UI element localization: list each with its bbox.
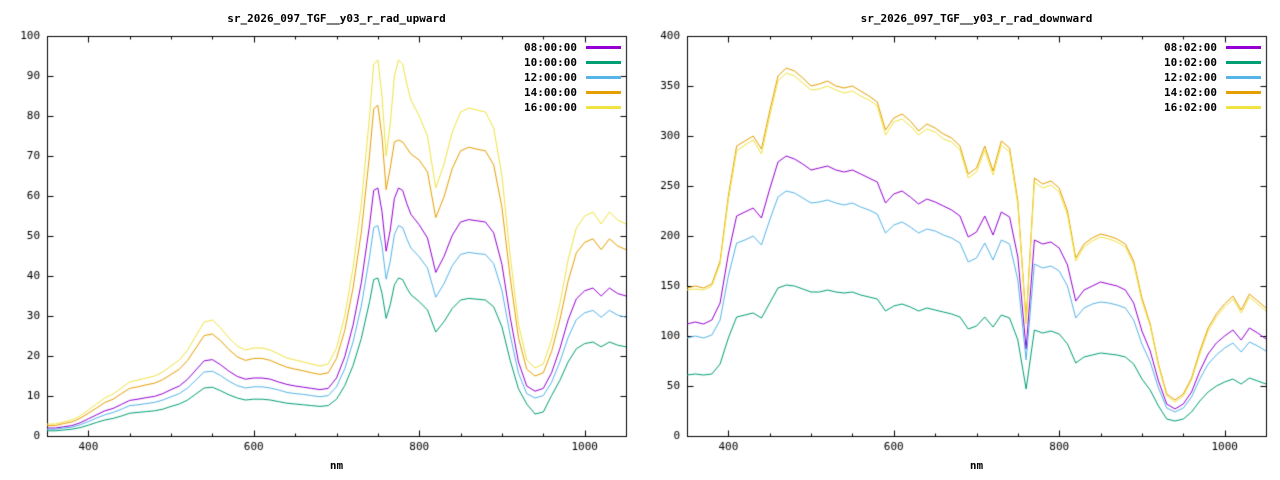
legend-label: 08:00:00	[524, 41, 577, 54]
legend-line-sample	[586, 106, 621, 109]
legend-label: 16:00:00	[524, 101, 577, 114]
legend-item: 12:02:00	[1164, 71, 1261, 84]
legend-label: 12:00:00	[524, 71, 577, 84]
upward-x-axis-label: nm	[329, 459, 344, 472]
upward-chart-panel: sr_2026_097_TGF__y03_r_rad_upward nm 08:…	[0, 0, 640, 480]
legend-label: 12:02:00	[1164, 71, 1217, 84]
legend-item: 16:00:00	[524, 101, 621, 114]
legend-line-sample	[586, 76, 621, 79]
legend-item: 10:00:00	[524, 56, 621, 69]
legend-line-sample	[1226, 46, 1261, 49]
upward-chart-canvas	[0, 0, 640, 480]
legend-label: 10:00:00	[524, 56, 577, 69]
downward-chart-title: sr_2026_097_TGF__y03_r_rad_downward	[860, 12, 1093, 25]
legend-line-sample	[586, 46, 621, 49]
legend-line-sample	[586, 91, 621, 94]
legend-item: 14:02:00	[1164, 86, 1261, 99]
upward-legend: 08:00:00 10:00:00 12:00:00 14:00:00 16:00:00	[524, 41, 621, 114]
downward-chart-panel: sr_2026_097_TGF__y03_r_rad_downward nm 0…	[640, 0, 1280, 480]
legend-label: 14:00:00	[524, 86, 577, 99]
legend-item: 08:00:00	[524, 41, 621, 54]
legend-line-sample	[1226, 91, 1261, 94]
legend-item: 12:00:00	[524, 71, 621, 84]
legend-label: 10:02:00	[1164, 56, 1217, 69]
legend-line-sample	[1226, 61, 1261, 64]
legend-item: 14:00:00	[524, 86, 621, 99]
upward-chart-title: sr_2026_097_TGF__y03_r_rad_upward	[227, 12, 446, 25]
legend-label: 16:02:00	[1164, 101, 1217, 114]
downward-chart-canvas	[640, 0, 1280, 480]
legend-label: 08:02:00	[1164, 41, 1217, 54]
legend-line-sample	[1226, 76, 1261, 79]
legend-label: 14:02:00	[1164, 86, 1217, 99]
downward-legend: 08:02:00 10:02:00 12:02:00 14:02:00 16:02:00	[1164, 41, 1261, 114]
legend-line-sample	[1226, 106, 1261, 109]
downward-x-axis-label: nm	[969, 459, 984, 472]
legend-line-sample	[586, 61, 621, 64]
legend-item: 16:02:00	[1164, 101, 1261, 114]
legend-item: 10:02:00	[1164, 56, 1261, 69]
legend-item: 08:02:00	[1164, 41, 1261, 54]
